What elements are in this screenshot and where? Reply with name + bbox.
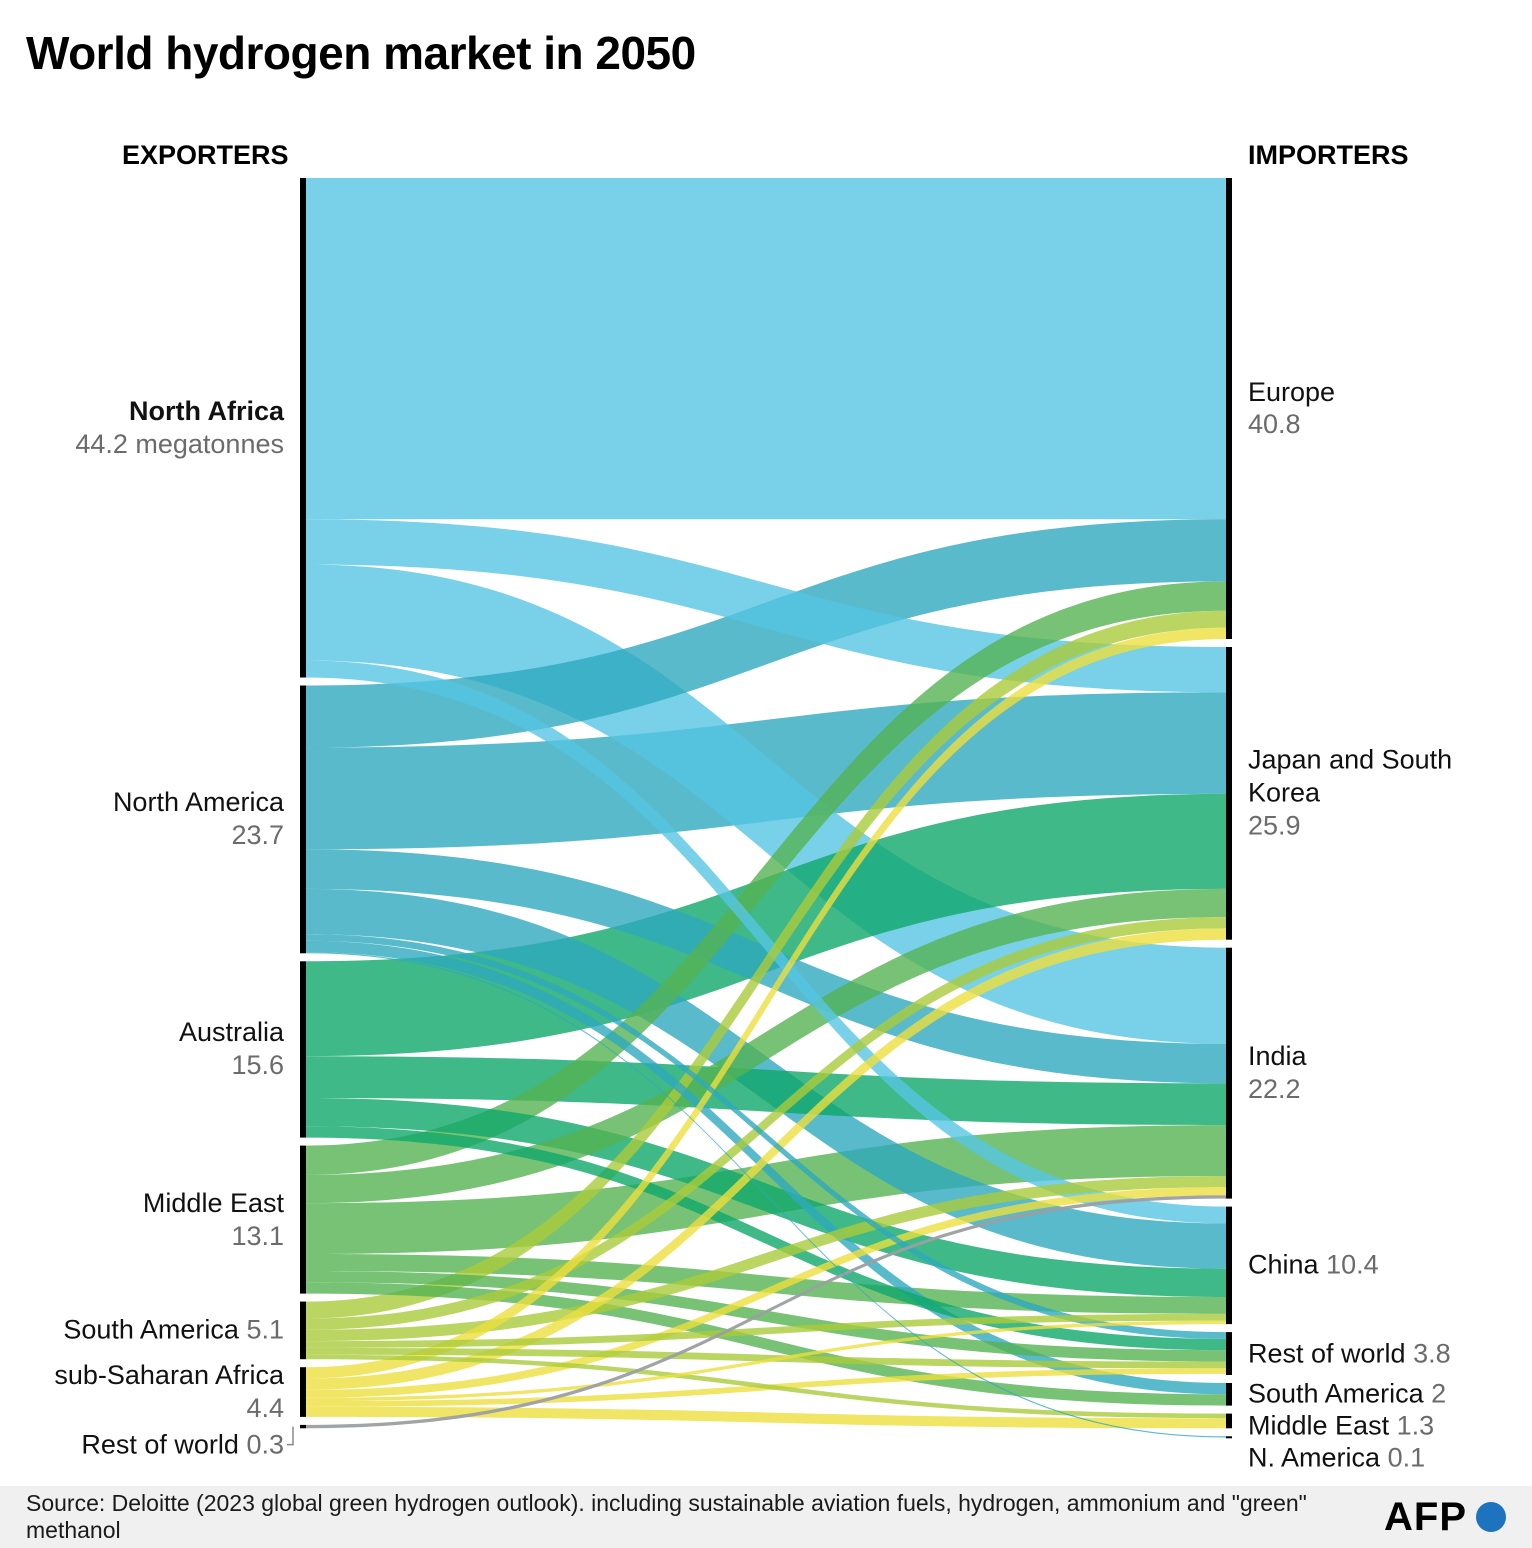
chart-title: World hydrogen market in 2050 <box>26 27 696 79</box>
importer-node-south-america-imp <box>1226 1383 1232 1406</box>
flow-rest-of-world-exp-to-india <box>306 1195 1226 1429</box>
importer-node-n-america-imp <box>1226 1436 1232 1439</box>
flow-north-america-to-rest-of-world-imp <box>306 934 1226 1339</box>
flow-sub-saharan-africa-to-china <box>306 1320 1226 1402</box>
exporter-node-north-africa <box>300 178 306 678</box>
flow-australia-to-china <box>306 1098 1226 1297</box>
afp-logo-dot <box>1476 1502 1506 1532</box>
exporters-header: EXPORTERS <box>122 140 289 170</box>
flow-south-america-to-china <box>306 1313 1226 1348</box>
flow-sub-saharan-africa-to-europe <box>306 627 1226 1379</box>
flow-australia-to-india <box>306 1056 1226 1126</box>
afp-logo: AFP <box>1384 1495 1506 1540</box>
flow-north-america-to-europe <box>306 519 1226 748</box>
exporter-node-rest-of-world-exp <box>300 1424 306 1429</box>
flow-north-africa-to-europe <box>306 178 1226 520</box>
importer-node-india <box>1226 947 1232 1199</box>
flow-middle-east-to-rest-of-world-imp <box>306 1271 1226 1362</box>
flow-south-america-to-rest-of-world-imp <box>306 1347 1226 1369</box>
footer: Source: Deloitte (2023 global green hydr… <box>0 1486 1532 1548</box>
source-note: Source: Deloitte (2023 global green hydr… <box>26 1490 1307 1543</box>
flow-middle-east-to-europe <box>306 581 1226 1175</box>
importers-header: IMPORTERS <box>1248 140 1409 170</box>
flow-north-africa-to-china <box>306 660 1226 1224</box>
exporter-node-australia <box>300 961 306 1138</box>
exporter-node-sub-saharan-africa <box>300 1367 306 1417</box>
flow-north-america-to-south-america-imp <box>306 940 1226 1395</box>
flow-sub-saharan-africa-to-india <box>306 1187 1226 1398</box>
exporter-node-south-america <box>300 1301 306 1360</box>
rest-of-world-connector <box>287 1426 294 1446</box>
importer-node-china <box>1226 1206 1232 1325</box>
importer-node-europe <box>1226 178 1232 639</box>
flow-south-america-to-india <box>306 1176 1226 1342</box>
flow-north-america-to-n-america-imp <box>306 952 1226 1438</box>
flow-sub-saharan-africa-to-middle-east-imp <box>306 1406 1226 1429</box>
flow-south-america-to-europe <box>306 610 1226 1319</box>
flow-middle-east-to-japan-south-korea <box>306 888 1226 1204</box>
flow-middle-east-to-china <box>306 1254 1226 1314</box>
importer-node-japan-south-korea <box>1226 647 1232 940</box>
flow-south-america-to-middle-east-imp <box>306 1354 1226 1419</box>
flow-sub-saharan-africa-to-japan-south-korea <box>306 928 1226 1390</box>
afp-logo-text: AFP <box>1384 1494 1467 1539</box>
flow-south-america-to-japan-south-korea <box>306 917 1226 1330</box>
importer-node-rest-of-world-imp <box>1226 1332 1232 1375</box>
flow-australia-to-rest-of-world-imp <box>306 1126 1226 1351</box>
flow-middle-east-to-south-america-imp <box>306 1282 1226 1406</box>
importer-node-middle-east-imp <box>1226 1413 1232 1429</box>
exporter-node-north-america <box>300 685 306 954</box>
exporter-node-middle-east <box>300 1145 306 1294</box>
